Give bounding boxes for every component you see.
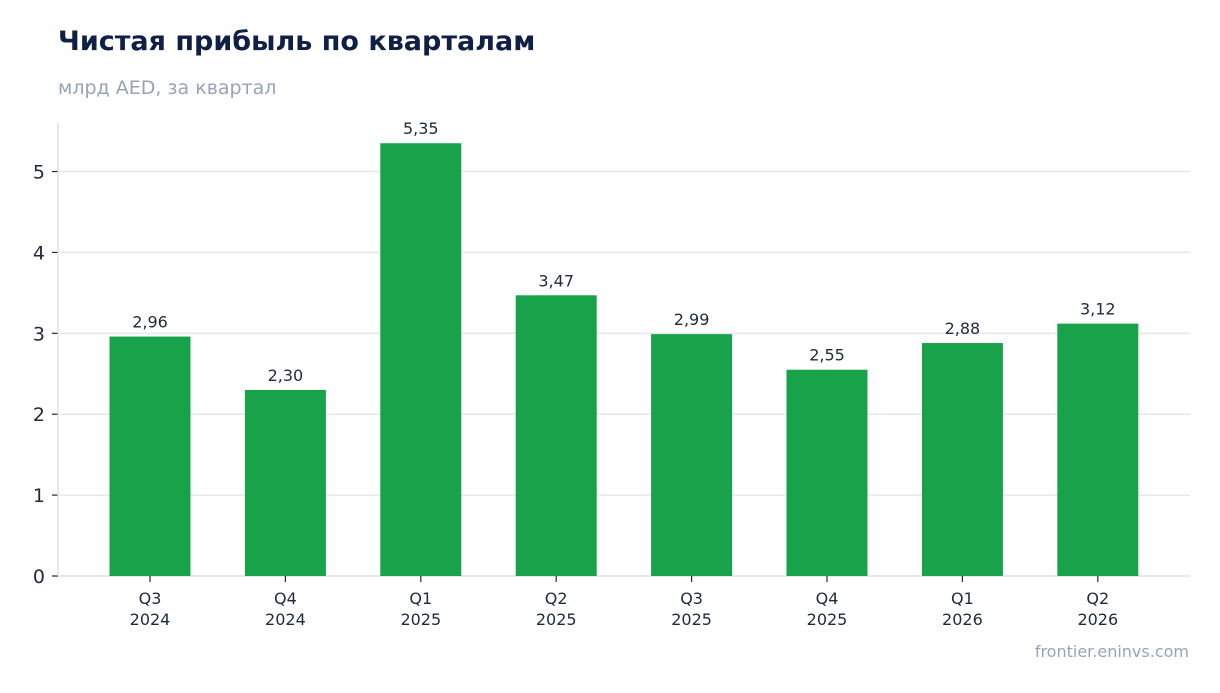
y-tick-label: 1 — [33, 485, 45, 507]
data-label: 2,55 — [809, 346, 845, 365]
data-labels: 2,96 2,30 5,35 3,47 2,99 2,55 2,88 3,12 — [132, 119, 1115, 385]
x-tick-label-year: 2026 — [942, 610, 983, 629]
bar — [244, 389, 326, 576]
source-credit: frontier.eninvs.com — [1034, 642, 1189, 661]
bar — [1057, 323, 1139, 576]
x-tick-label-quarter: Q1 — [951, 589, 974, 608]
x-tick-label-quarter: Q4 — [274, 589, 297, 608]
y-tick-label: 3 — [33, 323, 45, 345]
grid-lines — [58, 170, 1190, 496]
x-tick-label-year: 2024 — [265, 610, 306, 629]
bar — [921, 343, 1003, 576]
y-tick-label: 5 — [33, 162, 45, 184]
bar — [515, 295, 597, 576]
chart-title: Чистая прибыль по кварталам — [58, 26, 536, 57]
x-tick-label-year: 2026 — [1077, 610, 1118, 629]
data-label: 3,12 — [1080, 300, 1116, 319]
x-tick-label-quarter: Q1 — [409, 589, 432, 608]
x-tick-label-quarter: Q2 — [545, 589, 568, 608]
bars — [109, 143, 1139, 577]
data-label: 2,30 — [268, 366, 304, 385]
x-tick-label-year: 2025 — [807, 610, 848, 629]
y-tick-label: 2 — [33, 404, 45, 426]
x-tick-label-quarter: Q3 — [139, 589, 162, 608]
x-tick-label-year: 2025 — [536, 610, 577, 629]
data-label: 2,96 — [132, 313, 168, 332]
x-tick-label-year: 2025 — [671, 610, 712, 629]
bar — [380, 143, 462, 577]
data-label: 2,99 — [674, 310, 710, 329]
data-label: 3,47 — [538, 271, 574, 290]
x-tick-label-quarter: Q2 — [1086, 589, 1109, 608]
bar — [786, 369, 868, 576]
y-tick-label: 0 — [33, 566, 45, 588]
x-tick-label-quarter: Q4 — [816, 589, 839, 608]
x-tick-label-quarter: Q3 — [680, 589, 703, 608]
x-tick-label-year: 2025 — [400, 610, 441, 629]
y-tick-label: 4 — [33, 242, 45, 264]
data-label: 5,35 — [403, 119, 439, 138]
x-tick-label-year: 2024 — [130, 610, 171, 629]
chart-subtitle: млрд AED, за квартал — [58, 77, 277, 99]
data-label: 2,88 — [945, 319, 981, 338]
axes — [52, 123, 1190, 582]
tick-labels: 0 1 2 3 4 5 Q3 2024 Q4 2024 Q1 2025 Q2 2025 Q3 2025 Q4 20… — [33, 162, 1118, 629]
bar — [109, 336, 191, 576]
bar — [651, 334, 733, 576]
